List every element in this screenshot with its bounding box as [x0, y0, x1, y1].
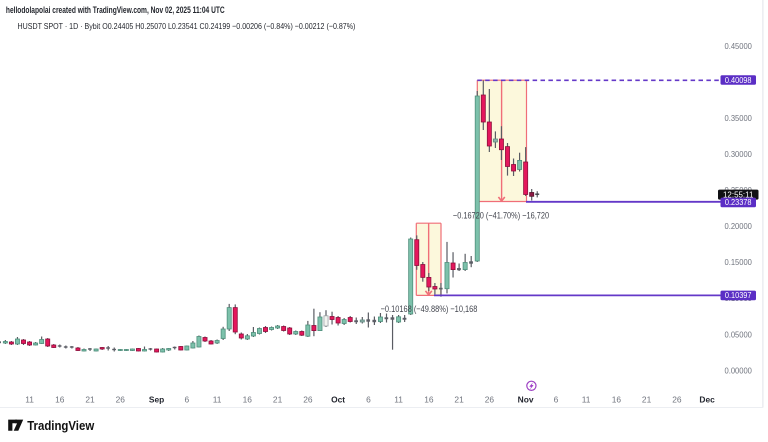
- svg-text:0.20000: 0.20000: [725, 221, 753, 231]
- svg-text:0.35000: 0.35000: [725, 113, 753, 123]
- svg-text:0.05000: 0.05000: [725, 329, 753, 339]
- svg-text:0.23378: 0.23378: [725, 198, 752, 207]
- svg-text:16: 16: [612, 395, 622, 405]
- svg-text:6: 6: [366, 395, 371, 405]
- svg-text:21: 21: [85, 395, 95, 405]
- svg-text:16: 16: [424, 395, 434, 405]
- svg-text:6: 6: [184, 395, 189, 405]
- svg-text:0.40098: 0.40098: [725, 76, 752, 85]
- svg-text:Sep: Sep: [149, 395, 164, 405]
- svg-text:21: 21: [273, 395, 283, 405]
- svg-text:−0.10168 (−49.88%) −10,168: −0.10168 (−49.88%) −10,168: [381, 304, 478, 314]
- svg-text:0.15000: 0.15000: [725, 257, 753, 267]
- svg-text:11: 11: [394, 395, 403, 405]
- svg-text:hellodolapolai created with Tr: hellodolapolai created with TradingView.…: [6, 5, 225, 15]
- svg-text:26: 26: [303, 395, 313, 405]
- svg-text:12:55:11: 12:55:11: [723, 190, 753, 199]
- svg-text:26: 26: [485, 395, 495, 405]
- svg-text:26: 26: [116, 395, 126, 405]
- svg-text:11: 11: [25, 395, 34, 405]
- svg-text:16: 16: [243, 395, 253, 405]
- svg-text:0.00000: 0.00000: [725, 365, 753, 375]
- svg-text:TradingView: TradingView: [27, 418, 95, 433]
- svg-text:−0.16720 (−41.70%) −16,720: −0.16720 (−41.70%) −16,720: [453, 211, 549, 221]
- svg-text:Oct: Oct: [331, 395, 345, 405]
- svg-text:HUSDT SPOT · 1D · Bybit O0.24: HUSDT SPOT · 1D · Bybit O0.24405 H0.2507…: [18, 21, 356, 31]
- svg-text:Nov: Nov: [518, 395, 534, 405]
- svg-text:0.30000: 0.30000: [725, 149, 753, 159]
- svg-text:11: 11: [213, 395, 222, 405]
- svg-text:6: 6: [554, 395, 559, 405]
- svg-text:11: 11: [582, 395, 591, 405]
- svg-text:0.10397: 0.10397: [725, 291, 752, 300]
- svg-text:26: 26: [672, 395, 682, 405]
- svg-text:21: 21: [642, 395, 652, 405]
- svg-text:21: 21: [454, 395, 464, 405]
- svg-text:0.45000: 0.45000: [725, 41, 753, 51]
- svg-text:16: 16: [55, 395, 65, 405]
- svg-text:Dec: Dec: [699, 395, 715, 405]
